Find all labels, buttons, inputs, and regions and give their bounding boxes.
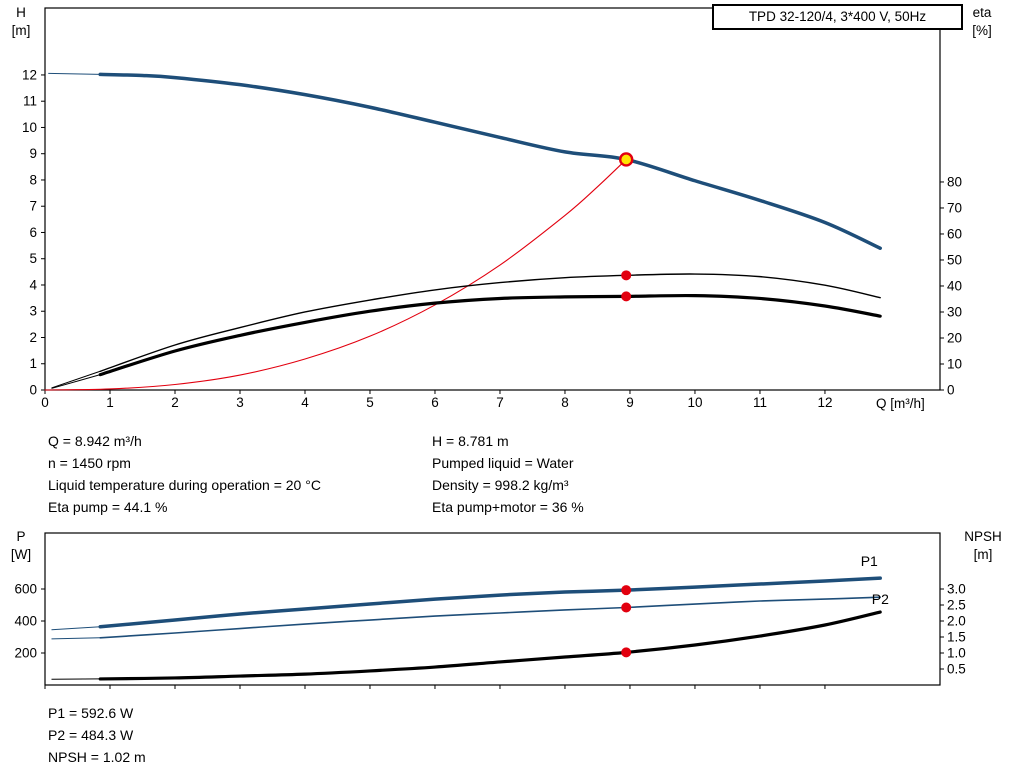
curve-system-curve [44, 158, 627, 391]
power-axis-title-unit: [W] [10, 547, 32, 562]
plot-border [44, 7, 941, 391]
eta-axis-title: eta [%] [958, 4, 1006, 40]
right-tick-label: 2.0 [947, 614, 966, 629]
right-tick-label: 40 [947, 278, 962, 293]
x-tick-label: 2 [171, 395, 179, 410]
right-tick-label: 3.0 [947, 582, 966, 597]
result-p1: P1 = 592.6 W [48, 705, 134, 721]
operating-point-dot [621, 585, 632, 596]
x-tick-label: 4 [301, 395, 309, 410]
x-tick-label: 10 [687, 395, 702, 410]
right-tick-label: 60 [947, 226, 962, 241]
right-tick-label: 80 [947, 174, 962, 189]
info-flow: Q = 8.942 m³/h [48, 433, 142, 449]
right-tick-label: 0 [947, 383, 955, 398]
right-tick-label: 70 [947, 200, 962, 215]
curve-head-q [98, 72, 882, 250]
left-tick-label: 600 [14, 582, 37, 597]
curve-p1 [98, 576, 882, 629]
x-tick-label: 11 [753, 395, 767, 410]
x-tick-label: 1 [106, 395, 114, 410]
duty-info-right-column: H = 8.781 m Pumped liquid = Water Densit… [432, 430, 584, 518]
left-tick-label: 5 [29, 251, 37, 266]
x-tick-label: 8 [561, 395, 569, 410]
left-tick-label: 11 [23, 94, 37, 109]
eta-axis-title-symbol: eta [972, 5, 992, 20]
right-tick-label: 1.0 [947, 646, 966, 661]
npsh-axis-title: NPSH [m] [952, 528, 1014, 564]
info-pumped-liquid: Pumped liquid = Water [432, 455, 574, 471]
left-tick-label: 3 [29, 304, 37, 319]
x-tick-label: 12 [817, 395, 832, 410]
curve-lead-eta-pump-motor [51, 374, 101, 389]
x-tick-label: 6 [431, 395, 439, 410]
right-tick-label: 20 [947, 330, 962, 345]
operating-point-dot [621, 647, 632, 658]
curve-npsh [98, 610, 882, 681]
npsh-axis-title-symbol: NPSH [964, 529, 1002, 544]
x-tick-label: 5 [366, 395, 374, 410]
plot-border [44, 532, 941, 686]
head-axis-title-unit: [m] [11, 23, 31, 38]
curve-eta-pump [99, 273, 881, 372]
curve-eta-pump-motor [98, 293, 882, 377]
left-tick-label: 6 [29, 225, 37, 240]
right-tick-label: 50 [947, 252, 962, 267]
left-tick-label: 4 [29, 277, 37, 292]
curve-label-p2: P2 [872, 591, 889, 607]
result-npsh: NPSH = 1.02 m [48, 749, 146, 765]
power-axis-title-symbol: P [16, 529, 26, 544]
left-tick-label: 200 [14, 646, 37, 661]
curve-lead-head-q [48, 72, 101, 75]
curve-p2 [99, 596, 882, 639]
duty-point-marker[interactable] [618, 152, 634, 167]
x-tick-label: 9 [626, 395, 634, 410]
curve-lead-eta-pump [51, 370, 101, 389]
operating-point-dot [621, 270, 632, 281]
right-tick-label: 2.5 [947, 598, 966, 613]
left-tick-label: 1 [29, 356, 37, 371]
x-tick-label: 7 [496, 395, 504, 410]
info-eta-pump-motor: Eta pump+motor = 36 % [432, 499, 584, 515]
power-npsh-chart[interactable]: 200 400 600 0.51.01.52.02.53.0 P1 P2 [0, 525, 1024, 725]
info-eta-pump: Eta pump = 44.1 % [48, 499, 168, 515]
left-tick-label: 2 [29, 330, 37, 345]
power-results-block: P1 = 592.6 W P2 = 484.3 W NPSH = 1.02 m [48, 702, 146, 768]
operating-point-dot [621, 602, 632, 613]
left-tick-label: 12 [22, 67, 37, 82]
right-tick-label: 0.5 [947, 662, 966, 677]
left-tick-label: 400 [14, 614, 37, 629]
left-tick-label: 0 [29, 383, 37, 398]
curve-lead-p2 [51, 637, 101, 640]
x-tick-label: 3 [236, 395, 244, 410]
power-axis-title: P [W] [4, 528, 38, 564]
result-p2: P2 = 484.3 W [48, 727, 134, 743]
flow-axis-title: Q [m³/h] [876, 396, 925, 411]
left-tick-label: 10 [22, 120, 37, 135]
right-tick-label: 10 [947, 356, 962, 371]
left-tick-label: 8 [29, 172, 37, 187]
info-speed: n = 1450 rpm [48, 455, 131, 471]
curve-label-p1: P1 [861, 553, 878, 569]
eta-axis-title-unit: [%] [972, 23, 992, 38]
operating-point-dot [621, 291, 632, 302]
pump-title-box: TPD 32-120/4, 3*400 V, 50Hz [712, 4, 963, 30]
left-tick-label: 9 [29, 146, 37, 161]
info-head: H = 8.781 m [432, 433, 509, 449]
head-axis-title-symbol: H [16, 5, 26, 20]
duty-info-left-column: Q = 8.942 m³/h n = 1450 rpm Liquid tempe… [48, 430, 321, 518]
right-tick-label: 30 [947, 304, 962, 319]
info-liquid-temperature: Liquid temperature during operation = 20… [48, 477, 321, 493]
npsh-axis-title-unit: [m] [973, 547, 993, 562]
left-tick-label: 7 [29, 199, 37, 214]
curve-lead-p1 [51, 626, 101, 631]
right-tick-label: 1.5 [947, 630, 966, 645]
head-flow-chart[interactable]: 0 1 2 3 4 5 6 7 8 9 10 11 12012345678910111201020304… [0, 0, 1024, 425]
x-tick-label: 0 [41, 395, 49, 410]
head-axis-title: H [m] [4, 4, 38, 40]
info-density: Density = 998.2 kg/m³ [432, 477, 569, 493]
